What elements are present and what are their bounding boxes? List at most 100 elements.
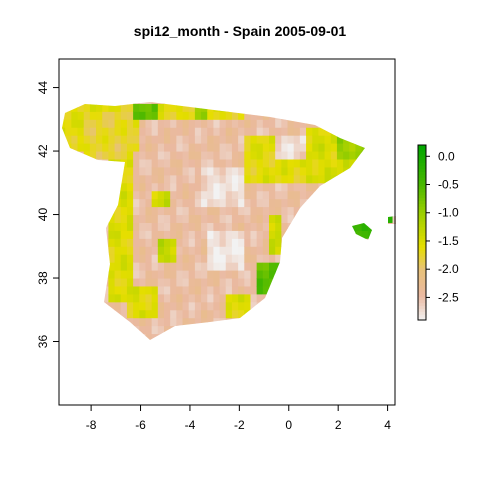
raster-cell — [201, 262, 208, 271]
raster-cell — [120, 285, 128, 295]
raster-cell — [225, 238, 233, 247]
raster-cell — [231, 317, 239, 327]
raster-cell — [201, 270, 208, 279]
raster-cell — [238, 238, 245, 247]
raster-cell — [102, 317, 109, 327]
raster-cell — [133, 309, 140, 319]
raster-cell — [126, 206, 134, 216]
raster-cell — [380, 80, 387, 88]
raster-cell — [299, 230, 307, 239]
raster-cell — [62, 135, 66, 144]
raster-cell — [238, 102, 245, 104]
raster-cell — [343, 206, 350, 216]
raster-cell — [367, 278, 375, 287]
raster-cell — [318, 325, 326, 335]
raster-cell — [367, 285, 375, 295]
raster-cell — [287, 151, 295, 160]
raster-cell — [126, 127, 134, 136]
raster-cell — [133, 158, 140, 168]
raster-cell — [312, 88, 319, 96]
raster-cell — [324, 270, 332, 279]
raster-cell — [164, 166, 171, 176]
raster-cell — [238, 349, 245, 357]
legend-swatch — [418, 255, 426, 260]
raster-cell — [318, 342, 325, 350]
raster-cell — [374, 103, 381, 112]
raster-cell — [250, 373, 257, 381]
raster-cell — [213, 238, 221, 247]
raster-cell — [170, 102, 177, 104]
raster-cell — [164, 64, 171, 72]
raster-cell — [324, 278, 332, 287]
raster-cell — [312, 127, 319, 136]
raster-cell — [83, 102, 91, 104]
raster-cell — [244, 246, 251, 255]
raster-cell — [133, 151, 140, 160]
raster-cell — [250, 333, 258, 340]
raster-cell — [287, 103, 295, 112]
raster-cell — [238, 88, 245, 96]
raster-cell — [318, 80, 325, 88]
raster-cell — [244, 72, 251, 80]
raster-cell — [299, 135, 307, 144]
legend-swatch — [418, 185, 426, 190]
raster-cell — [299, 103, 307, 112]
raster-cell — [133, 278, 140, 287]
raster-cell — [343, 127, 350, 136]
raster-cell — [306, 119, 313, 128]
legend-swatch — [418, 229, 426, 234]
raster-cell — [367, 102, 375, 104]
raster-cell — [293, 309, 301, 319]
raster-cell — [65, 230, 72, 239]
raster-cell — [89, 151, 97, 160]
raster-cell — [349, 365, 356, 373]
raster-cell — [189, 365, 196, 373]
raster-cell — [220, 349, 227, 357]
raster-cell — [65, 214, 72, 223]
raster-cell — [361, 182, 369, 192]
raster-cell — [225, 270, 233, 279]
raster-cell — [102, 143, 109, 152]
raster-cell — [213, 262, 221, 271]
raster-cell — [318, 317, 326, 327]
raster-cell — [133, 88, 140, 96]
raster-cell — [201, 56, 208, 64]
raster-cell — [318, 135, 326, 144]
raster-cell — [336, 151, 344, 160]
raster-cell — [84, 397, 91, 405]
raster-cell — [367, 262, 375, 271]
raster-cell — [77, 325, 85, 335]
raster-cell — [257, 389, 264, 397]
raster-cell — [263, 389, 270, 397]
raster-cell — [380, 119, 387, 128]
raster-cell — [392, 270, 396, 279]
raster-cell — [225, 214, 233, 223]
raster-cell — [89, 254, 97, 263]
raster-cell — [293, 119, 301, 128]
raster-cell — [380, 333, 387, 340]
raster-cell — [89, 214, 97, 223]
raster-cell — [213, 80, 220, 88]
raster-cell — [392, 246, 396, 255]
raster-cell — [188, 127, 196, 136]
raster-cell — [250, 262, 258, 271]
raster-cell — [325, 381, 332, 389]
plot-frame — [58, 58, 396, 406]
raster-cell — [126, 102, 134, 104]
raster-cell — [176, 270, 184, 279]
raster-cell — [164, 262, 171, 271]
legend-swatch — [418, 153, 426, 158]
raster-cell — [299, 166, 307, 176]
raster-cell — [355, 151, 363, 160]
raster-cell — [250, 174, 258, 184]
raster-cell — [269, 317, 276, 327]
raster-cell — [386, 88, 393, 96]
raster-cell — [170, 262, 177, 271]
raster-cell — [380, 214, 387, 223]
raster-cell — [114, 214, 122, 223]
raster-cell — [157, 111, 165, 120]
raster-cell — [114, 182, 122, 192]
raster-cell — [343, 111, 350, 120]
raster-cell — [275, 278, 282, 287]
raster-cell — [324, 102, 332, 104]
